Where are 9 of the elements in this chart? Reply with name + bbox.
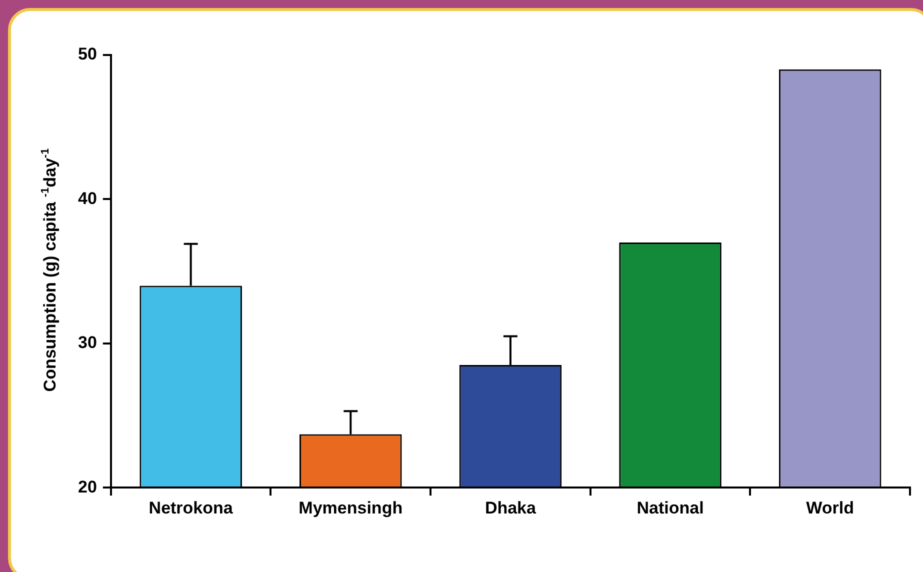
y-tick-label: 20 <box>78 477 97 496</box>
x-tick-label: World <box>806 498 854 518</box>
x-tick-label: Mymensingh <box>298 498 403 518</box>
x-tick-label: Netrokona <box>148 498 234 518</box>
y-tick-label: 50 <box>78 44 97 64</box>
x-tick-label: National <box>636 498 704 518</box>
y-tick-label: 30 <box>78 333 97 352</box>
x-tick-label: Dhaka <box>484 498 537 518</box>
y-tick-label: 40 <box>78 188 97 208</box>
